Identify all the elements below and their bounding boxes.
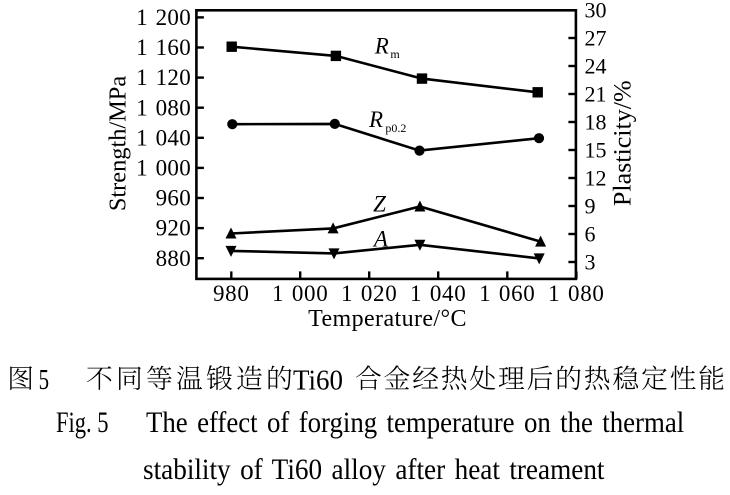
svg-text:3: 3 [585,249,596,274]
svg-text:1 000: 1 000 [272,281,328,306]
svg-text:24: 24 [585,53,607,78]
svg-text:1 200: 1 200 [136,5,191,30]
svg-text:6: 6 [585,221,596,246]
svg-text:1 120: 1 120 [136,65,191,90]
svg-text:R: R [368,107,383,132]
svg-text:p0.2: p0.2 [385,121,406,135]
svg-text:5: 5 [39,364,49,396]
svg-text:1 020: 1 020 [341,281,397,306]
svg-text:1 040: 1 040 [410,281,466,306]
svg-text:15: 15 [585,137,607,162]
svg-text:9: 9 [585,193,596,218]
svg-text:Temperature/°C: Temperature/°C [308,306,467,332]
svg-text:Plasticity/%: Plasticity/% [608,80,636,206]
svg-text:30: 30 [585,0,607,23]
svg-text:18: 18 [585,109,607,134]
svg-text:Ti60: Ti60 [293,365,343,397]
svg-text:880: 880 [156,246,191,271]
svg-text:1 060: 1 060 [479,281,535,306]
svg-text:1 080: 1 080 [136,95,191,120]
svg-text:m: m [390,47,400,61]
svg-text:Strength/MPa: Strength/MPa [104,76,131,212]
svg-text:A: A [372,227,389,252]
svg-text:1 080: 1 080 [548,281,604,306]
svg-text:980: 980 [213,281,250,306]
svg-text:Z: Z [373,191,386,216]
svg-text:1 040: 1 040 [136,125,191,150]
svg-text:1 000: 1 000 [136,156,191,181]
svg-text:21: 21 [585,81,607,106]
svg-text:960: 960 [156,186,191,211]
svg-text:920: 920 [156,216,191,241]
svg-text:1 160: 1 160 [136,35,191,60]
svg-text:12: 12 [585,165,607,190]
svg-text:R: R [374,34,389,59]
svg-text:27: 27 [585,25,607,50]
